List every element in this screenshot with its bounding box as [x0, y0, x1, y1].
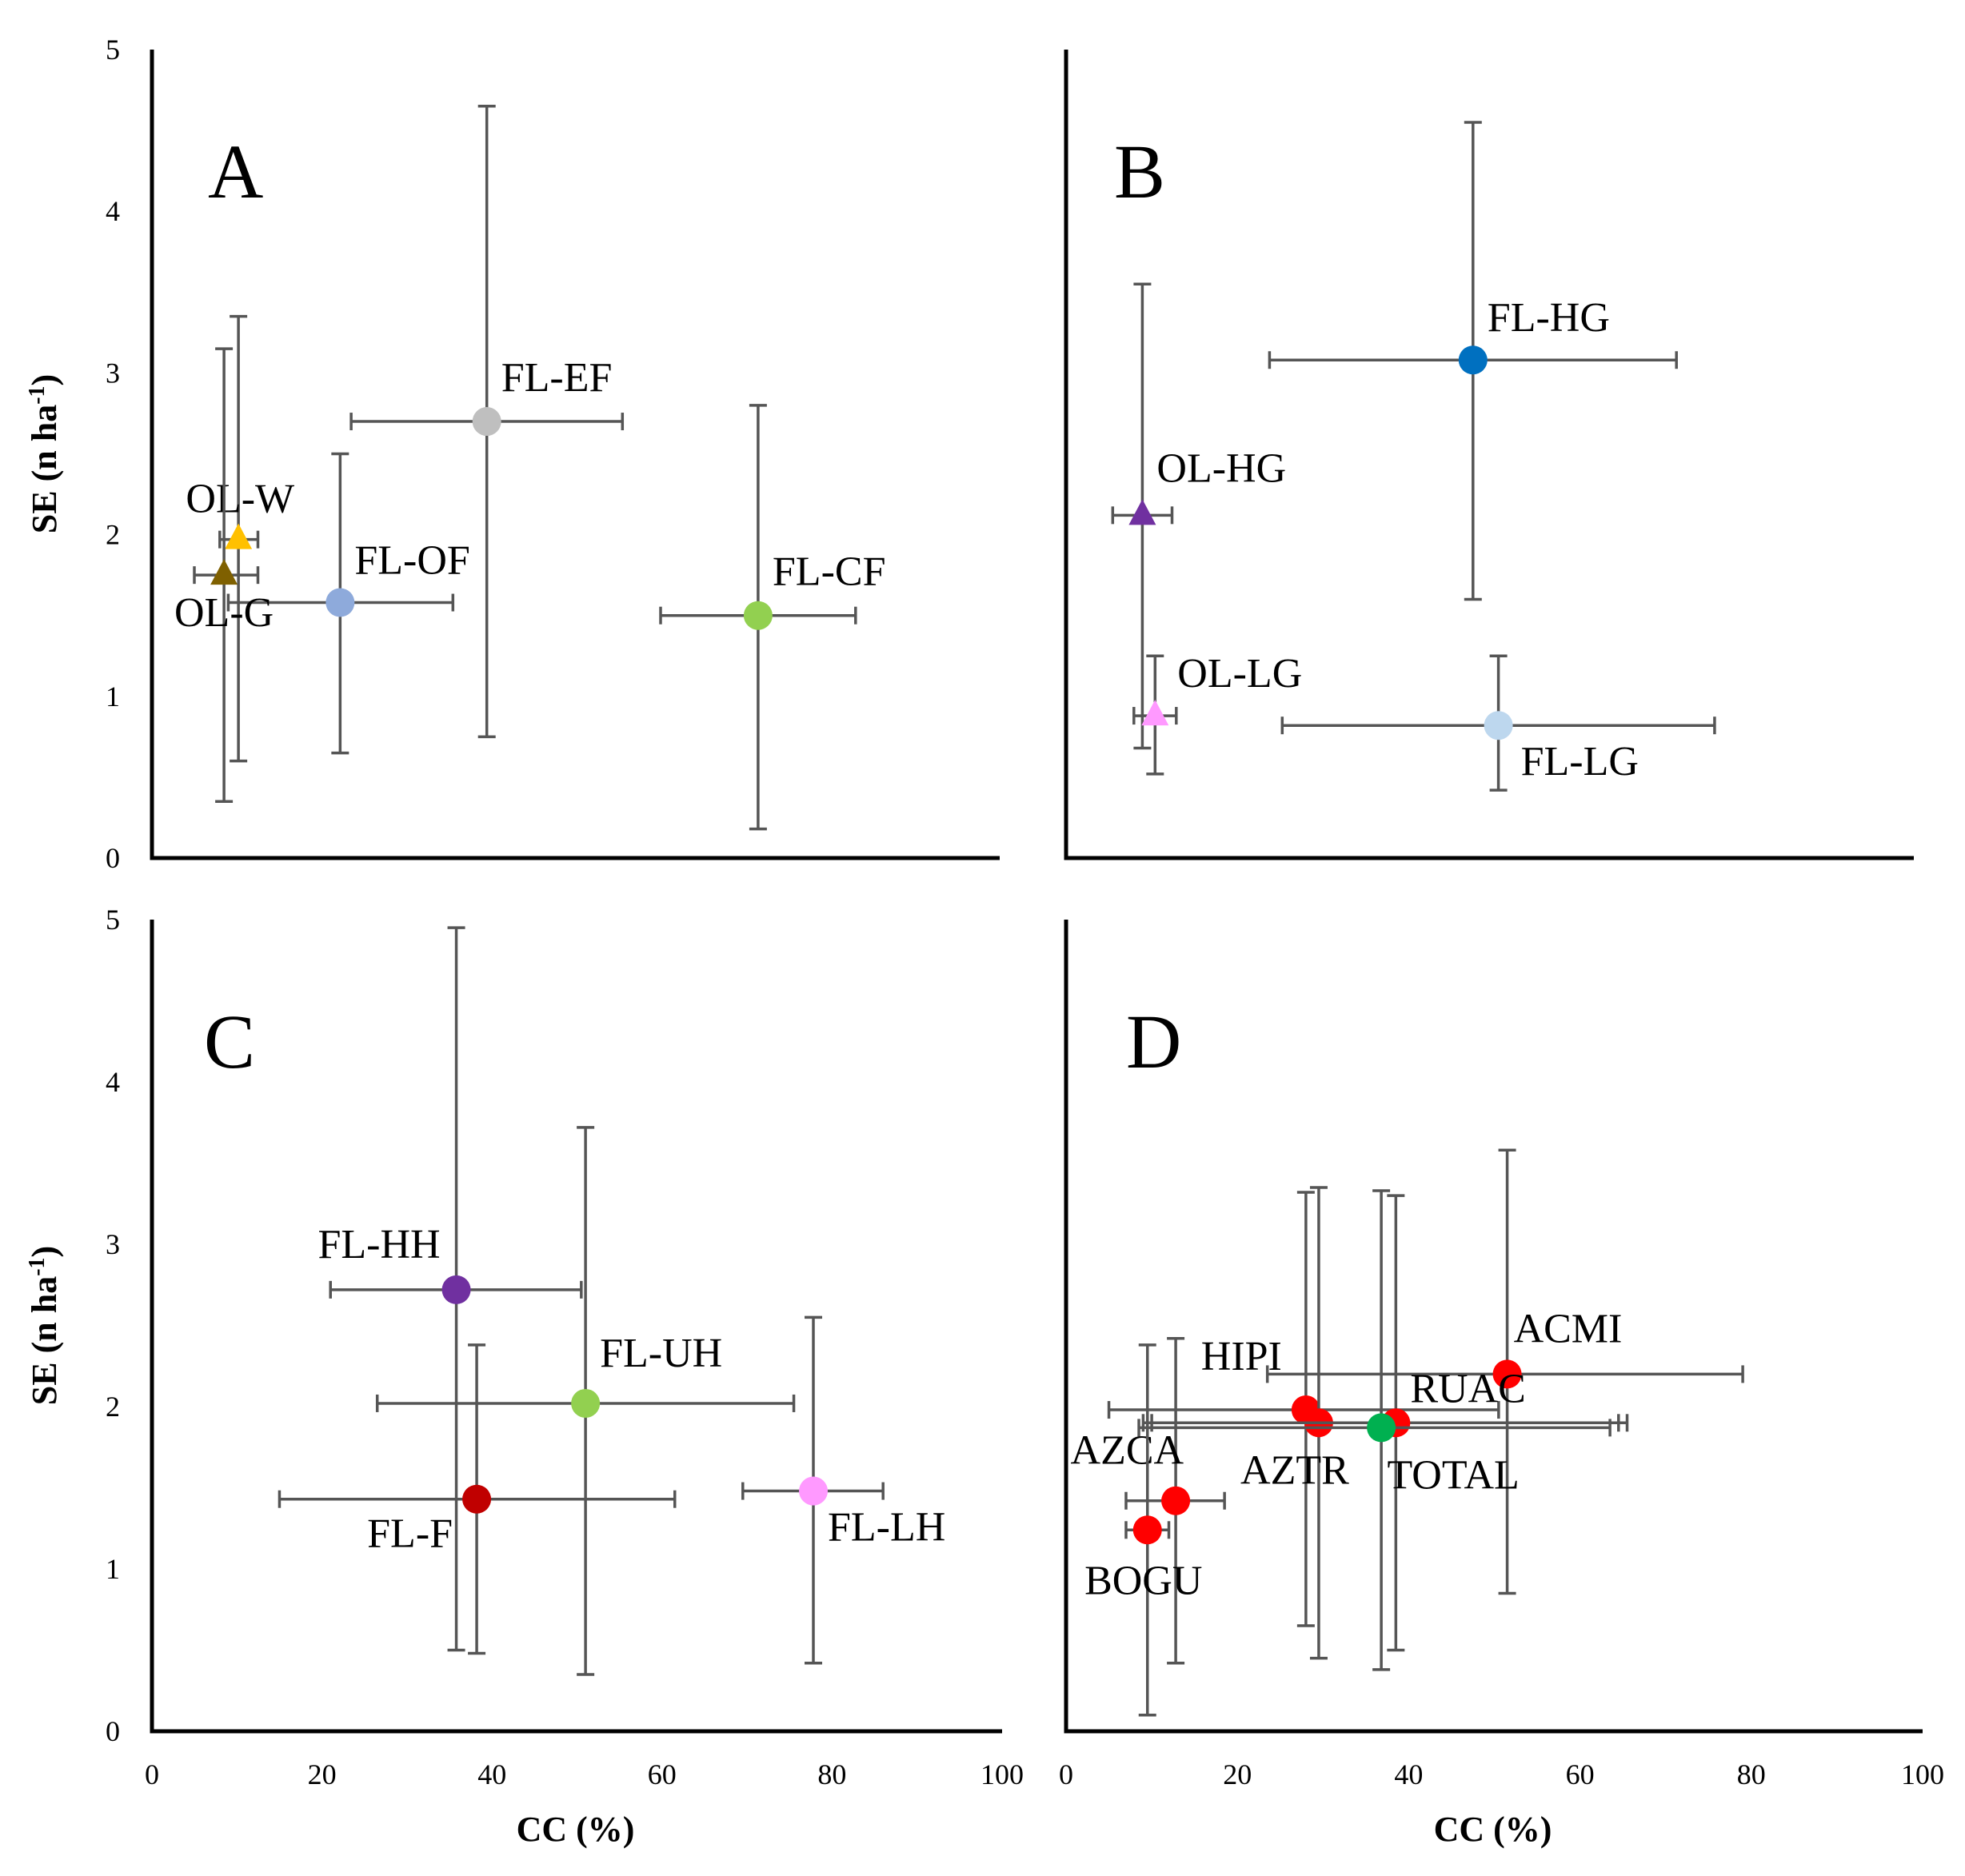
point-label: BOGU [1084, 1558, 1202, 1603]
data-point-ol-lg: OL-LG [1132, 651, 1302, 776]
x-tick-label: 0 [1059, 1758, 1073, 1790]
point-label: FL-EF [501, 355, 613, 401]
triangle-marker [210, 559, 238, 585]
circle-marker [1492, 1359, 1522, 1389]
circle-marker [1458, 345, 1488, 375]
panel-letter: B [1114, 129, 1165, 214]
y-tick-label: 4 [106, 195, 120, 227]
panel-b: B FL-HG OL-HG OL-LG FL-LG [1064, 50, 1914, 860]
point-label: OL-G [174, 590, 274, 636]
point-label: FL-UH [600, 1331, 722, 1376]
x-axis-title: CC (%) [517, 1810, 635, 1849]
circle-marker [1132, 1515, 1162, 1545]
circle-marker [441, 1275, 471, 1304]
point-label: OL-W [186, 477, 294, 522]
x-tick-label: 20 [1223, 1758, 1252, 1790]
x-tick-label: 80 [1737, 1758, 1766, 1790]
panel-letter: A [208, 129, 263, 214]
circle-marker [743, 601, 773, 630]
triangle-marker [1128, 499, 1156, 525]
circle-marker [326, 588, 355, 617]
x-axis-title: CC (%) [1434, 1810, 1552, 1849]
x-tick-label: 100 [981, 1758, 1024, 1790]
data-point-fl-cf: FL-CF [659, 404, 886, 831]
point-label: AZTR [1240, 1447, 1349, 1493]
panel-letter: D [1126, 999, 1181, 1084]
point-label: FL-CF [773, 549, 886, 595]
y-axis-title: SE (n ha-1) [25, 374, 65, 533]
circle-marker [1484, 711, 1513, 740]
data-point-azca: AZCA [1071, 1336, 1226, 1665]
x-tick-label: 40 [477, 1758, 506, 1790]
x-tick-label: 80 [817, 1758, 846, 1790]
circle-marker [1367, 1413, 1396, 1443]
panel-a: 0 1 2 3 4 5 SE (n ha-1) A FL-EF OL-W FL-OF OL-G FL-C… [25, 34, 1000, 874]
data-point-fl-f: FL-F [278, 1343, 677, 1655]
data-point-hipi: HIPI [1107, 1191, 1500, 1627]
y-tick-label: 2 [106, 519, 120, 551]
point-label: FL-OF [354, 538, 469, 584]
y-tick-label: 1 [106, 1553, 120, 1585]
x-tick-label: 20 [308, 1758, 337, 1790]
point-label: FL-LH [828, 1505, 945, 1551]
x-tick-label: 60 [1566, 1758, 1595, 1790]
circle-marker [1161, 1486, 1191, 1515]
data-point-fl-uh: FL-UH [375, 1126, 796, 1676]
y-axis-title: SE (n ha-1) [25, 1246, 65, 1405]
data-point-ol-hg: OL-HG [1111, 282, 1286, 750]
point-label: RUAC [1410, 1366, 1525, 1411]
data-point-ol-w: OL-W [186, 314, 294, 763]
x-tick-label: 40 [1394, 1758, 1423, 1790]
data-point-acmi: ACMI [1265, 1148, 1744, 1595]
data-point-fl-lh: FL-LH [741, 1315, 945, 1665]
panel-c: 0 1 2 3 4 5 0 20 40 60 80 100 SE (n ha-1) CC (%) C FL-H… [25, 904, 1024, 1849]
y-tick-label: 0 [106, 1715, 120, 1747]
point-label: FL-F [367, 1511, 453, 1557]
point-label: OL-LG [1177, 651, 1302, 697]
y-tick-label: 4 [106, 1066, 120, 1098]
point-label: AZCA [1071, 1428, 1184, 1474]
data-point-fl-ef: FL-EF [349, 105, 625, 739]
circle-marker [799, 1476, 829, 1506]
point-label: FL-LG [1521, 739, 1639, 784]
point-label: ACMI [1514, 1306, 1623, 1351]
y-tick-label: 2 [106, 1391, 120, 1423]
point-label: HIPI [1201, 1334, 1282, 1379]
triangle-marker [1141, 700, 1169, 726]
y-tick-label: 3 [106, 1228, 120, 1260]
y-tick-label: 3 [106, 357, 120, 389]
data-point-bogu: BOGU [1084, 1343, 1202, 1717]
x-tick-label: 0 [145, 1758, 159, 1790]
point-label: FL-HG [1488, 295, 1610, 341]
point-label: FL-HH [318, 1222, 440, 1267]
data-point-ol-g: OL-G [174, 347, 274, 803]
data-point-fl-hh: FL-HH [318, 926, 583, 1652]
y-tick-label: 0 [106, 842, 120, 874]
circle-marker [472, 407, 501, 437]
data-point-fl-lg: FL-LG [1280, 654, 1716, 792]
circle-marker [462, 1484, 492, 1514]
y-tick-label: 1 [106, 681, 120, 712]
panel-letter: C [204, 999, 255, 1084]
data-point-total: TOTAL [1137, 1189, 1612, 1671]
x-tick-label: 60 [648, 1758, 677, 1790]
y-tick-label: 5 [106, 904, 120, 936]
point-label: TOTAL [1387, 1452, 1519, 1498]
y-tick-label: 5 [106, 34, 120, 66]
data-point-fl-hg: FL-HG [1268, 121, 1678, 601]
data-point-fl-of: FL-OF [226, 452, 470, 755]
point-label: OL-HG [1156, 445, 1286, 491]
panel-d: 0 20 40 60 80 100 CC (%) D ACMI HIPI AZTR RUAC TOTAL… [1059, 920, 1944, 1849]
circle-marker [571, 1388, 601, 1418]
triangle-marker [225, 523, 253, 549]
x-tick-label: 100 [1901, 1758, 1944, 1790]
